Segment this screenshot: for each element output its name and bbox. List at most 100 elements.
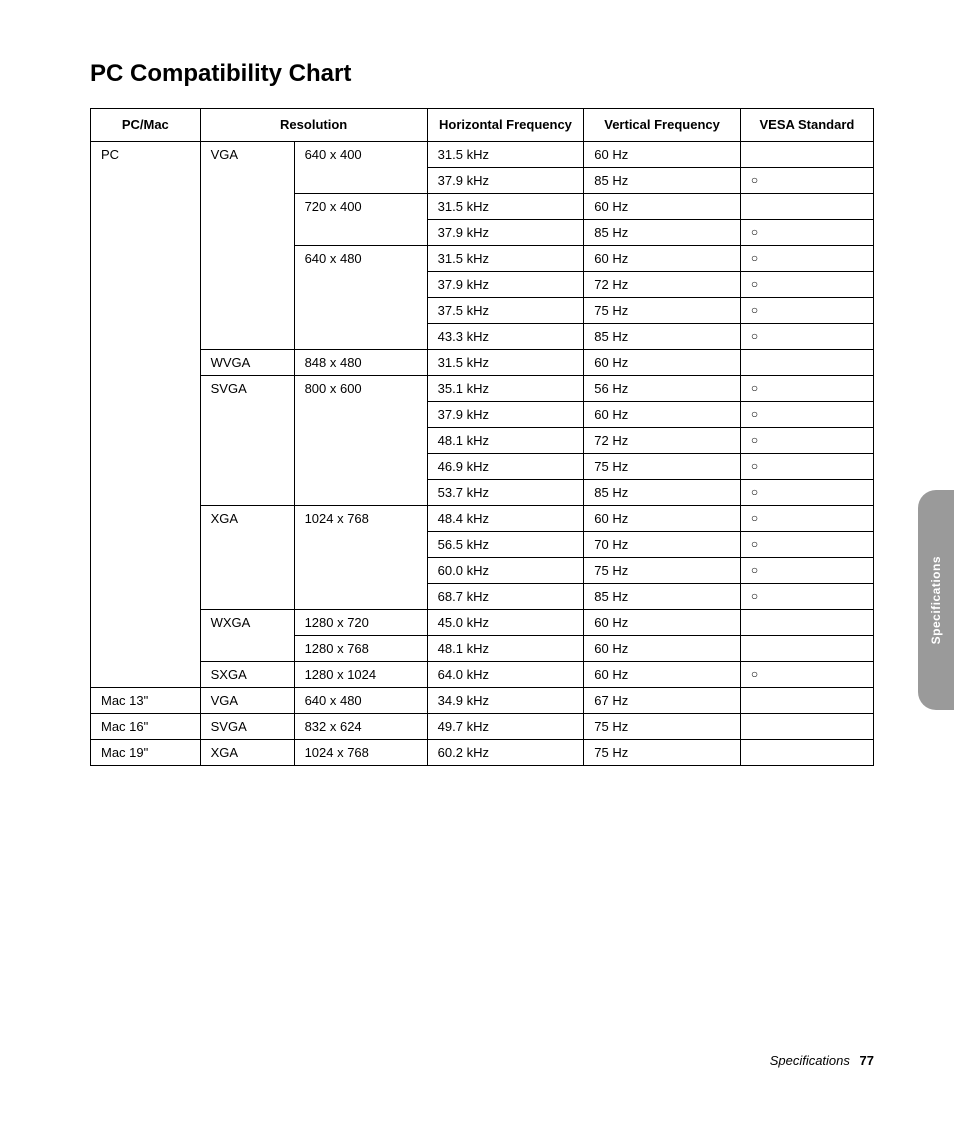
- cell-vesa: [740, 193, 873, 219]
- cell-vesa: ○: [740, 167, 873, 193]
- cell-resolution-value: 720 x 400: [294, 193, 427, 245]
- cell-hfreq: 60.2 kHz: [427, 739, 584, 765]
- cell-vfreq: 85 Hz: [584, 583, 741, 609]
- cell-vesa: ○: [740, 479, 873, 505]
- cell-hfreq: 31.5 kHz: [427, 193, 584, 219]
- cell-vfreq: 60 Hz: [584, 635, 741, 661]
- col-vfreq: Vertical Frequency: [584, 109, 741, 142]
- page-title: PC Compatibility Chart: [90, 60, 874, 88]
- cell-resolution-value: 848 x 480: [294, 349, 427, 375]
- col-pcmac: PC/Mac: [91, 109, 201, 142]
- side-tab-label: Specifications: [929, 556, 943, 644]
- cell-resolution-value: 1280 x 720: [294, 609, 427, 635]
- cell-hfreq: 45.0 kHz: [427, 609, 584, 635]
- cell-resolution-type: SVGA: [200, 713, 294, 739]
- cell-pcmac: Mac 19": [91, 739, 201, 765]
- cell-resolution-value: 832 x 624: [294, 713, 427, 739]
- cell-vesa: ○: [740, 245, 873, 271]
- cell-hfreq: 37.9 kHz: [427, 271, 584, 297]
- cell-hfreq: 49.7 kHz: [427, 713, 584, 739]
- cell-vesa: ○: [740, 453, 873, 479]
- cell-vesa: ○: [740, 271, 873, 297]
- cell-vesa: [740, 739, 873, 765]
- cell-hfreq: 56.5 kHz: [427, 531, 584, 557]
- cell-vesa: ○: [740, 583, 873, 609]
- cell-vesa: [740, 687, 873, 713]
- cell-resolution-value: 1280 x 768: [294, 635, 427, 661]
- cell-resolution-type: WXGA: [200, 609, 294, 661]
- cell-resolution-value: 1280 x 1024: [294, 661, 427, 687]
- cell-vesa: ○: [740, 375, 873, 401]
- cell-resolution-type: XGA: [200, 505, 294, 609]
- cell-hfreq: 48.1 kHz: [427, 635, 584, 661]
- table-row: PCVGA640 x 40031.5 kHz60 Hz: [91, 141, 874, 167]
- cell-resolution-value: 640 x 480: [294, 245, 427, 349]
- cell-hfreq: 48.4 kHz: [427, 505, 584, 531]
- cell-resolution-type: XGA: [200, 739, 294, 765]
- table-row: WVGA848 x 48031.5 kHz60 Hz: [91, 349, 874, 375]
- cell-hfreq: 35.1 kHz: [427, 375, 584, 401]
- cell-hfreq: 37.5 kHz: [427, 297, 584, 323]
- table-header-row: PC/Mac Resolution Horizontal Frequency V…: [91, 109, 874, 142]
- cell-resolution-value: 800 x 600: [294, 375, 427, 505]
- compatibility-table: PC/Mac Resolution Horizontal Frequency V…: [90, 108, 874, 766]
- cell-hfreq: 53.7 kHz: [427, 479, 584, 505]
- cell-pcmac: PC: [91, 141, 201, 687]
- col-resolution: Resolution: [200, 109, 427, 142]
- footer-section: Specifications: [770, 1053, 850, 1068]
- cell-vfreq: 85 Hz: [584, 167, 741, 193]
- table-row: Mac 19"XGA1024 x 76860.2 kHz75 Hz: [91, 739, 874, 765]
- cell-vesa: ○: [740, 219, 873, 245]
- cell-resolution-type: SVGA: [200, 375, 294, 505]
- cell-vfreq: 60 Hz: [584, 141, 741, 167]
- cell-vfreq: 60 Hz: [584, 245, 741, 271]
- cell-hfreq: 31.5 kHz: [427, 245, 584, 271]
- cell-vfreq: 85 Hz: [584, 479, 741, 505]
- cell-vfreq: 56 Hz: [584, 375, 741, 401]
- cell-resolution-value: 1024 x 768: [294, 505, 427, 609]
- cell-vfreq: 75 Hz: [584, 557, 741, 583]
- cell-vesa: [740, 635, 873, 661]
- table-row: Mac 16"SVGA832 x 62449.7 kHz75 Hz: [91, 713, 874, 739]
- cell-vesa: ○: [740, 557, 873, 583]
- col-hfreq: Horizontal Frequency: [427, 109, 584, 142]
- cell-resolution-value: 1024 x 768: [294, 739, 427, 765]
- footer-page-number: 77: [860, 1053, 874, 1068]
- cell-vfreq: 72 Hz: [584, 271, 741, 297]
- cell-vesa: [740, 349, 873, 375]
- cell-resolution-type: VGA: [200, 141, 294, 349]
- cell-resolution-type: SXGA: [200, 661, 294, 687]
- cell-vfreq: 70 Hz: [584, 531, 741, 557]
- cell-vesa: [740, 609, 873, 635]
- cell-hfreq: 34.9 kHz: [427, 687, 584, 713]
- cell-pcmac: Mac 13": [91, 687, 201, 713]
- cell-vesa: ○: [740, 323, 873, 349]
- cell-hfreq: 60.0 kHz: [427, 557, 584, 583]
- table-row: SXGA1280 x 102464.0 kHz60 Hz○: [91, 661, 874, 687]
- cell-hfreq: 64.0 kHz: [427, 661, 584, 687]
- cell-vfreq: 85 Hz: [584, 323, 741, 349]
- cell-vesa: ○: [740, 297, 873, 323]
- cell-vfreq: 75 Hz: [584, 713, 741, 739]
- cell-hfreq: 31.5 kHz: [427, 141, 584, 167]
- cell-hfreq: 37.9 kHz: [427, 167, 584, 193]
- table-body: PCVGA640 x 40031.5 kHz60 Hz37.9 kHz85 Hz…: [91, 141, 874, 765]
- cell-vfreq: 75 Hz: [584, 739, 741, 765]
- cell-vesa: [740, 713, 873, 739]
- cell-vfreq: 60 Hz: [584, 401, 741, 427]
- cell-resolution-value: 640 x 400: [294, 141, 427, 193]
- cell-resolution-value: 640 x 480: [294, 687, 427, 713]
- cell-hfreq: 46.9 kHz: [427, 453, 584, 479]
- table-row: SVGA800 x 60035.1 kHz56 Hz○: [91, 375, 874, 401]
- cell-vfreq: 85 Hz: [584, 219, 741, 245]
- cell-vfreq: 75 Hz: [584, 453, 741, 479]
- cell-hfreq: 37.9 kHz: [427, 401, 584, 427]
- cell-vfreq: 60 Hz: [584, 193, 741, 219]
- cell-hfreq: 37.9 kHz: [427, 219, 584, 245]
- cell-vfreq: 60 Hz: [584, 661, 741, 687]
- cell-hfreq: 68.7 kHz: [427, 583, 584, 609]
- page-footer: Specifications 77: [770, 1053, 874, 1068]
- cell-pcmac: Mac 16": [91, 713, 201, 739]
- cell-vfreq: 60 Hz: [584, 349, 741, 375]
- side-tab: Specifications: [918, 490, 954, 710]
